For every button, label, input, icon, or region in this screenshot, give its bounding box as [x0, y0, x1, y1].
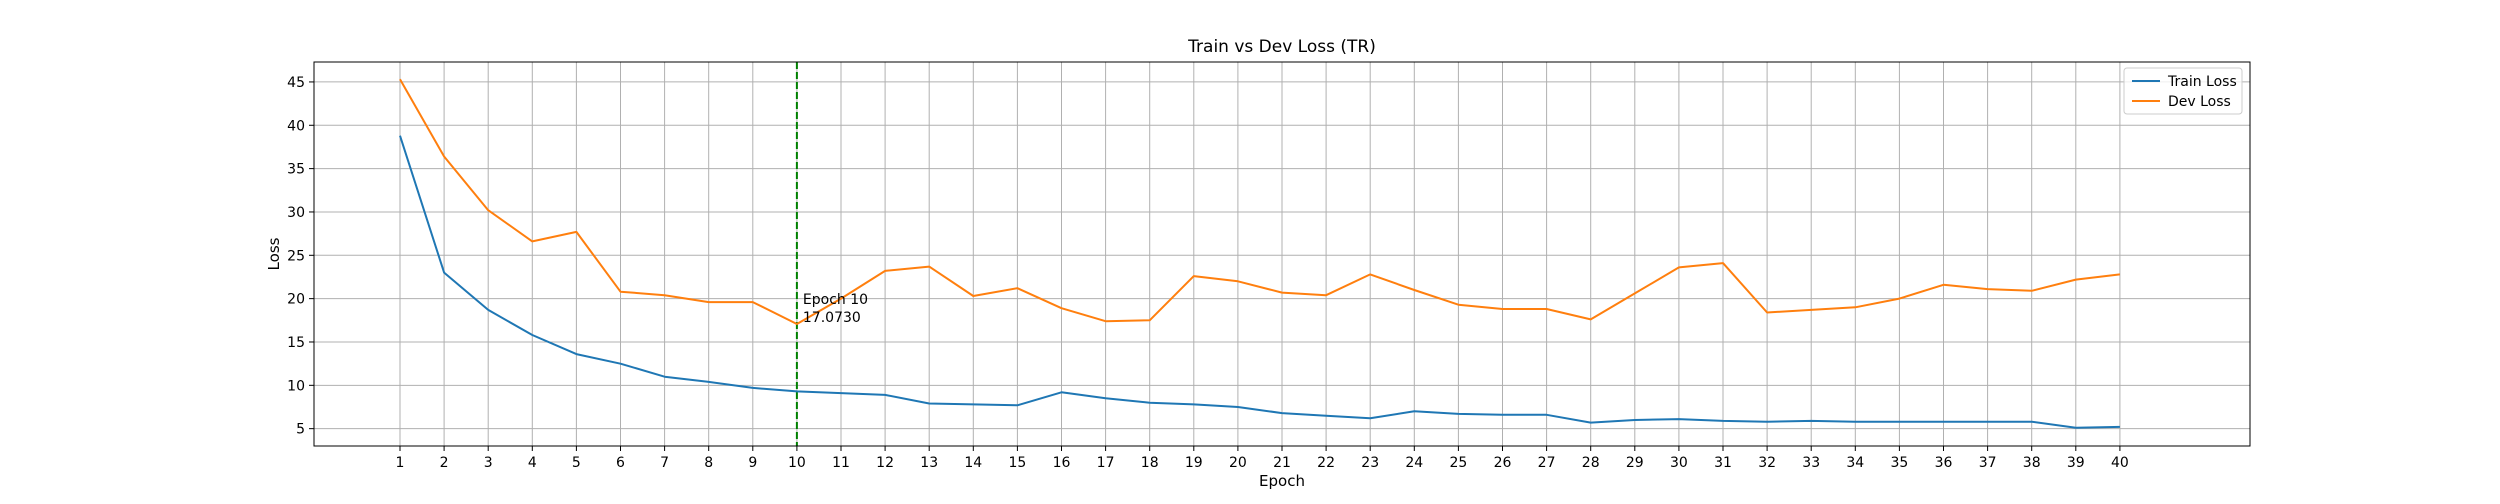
- x-tick-label: 3: [484, 455, 493, 471]
- x-tick-label: 7: [660, 455, 669, 471]
- x-tick-label: 40: [2111, 455, 2129, 471]
- y-tick-label: 35: [287, 162, 305, 178]
- x-tick-label: 31: [1714, 455, 1732, 471]
- x-tick-label: 1: [396, 455, 405, 471]
- y-tick-label: 30: [287, 205, 305, 221]
- series-line-train-loss: [399, 135, 2120, 429]
- x-tick-label: 24: [1405, 455, 1423, 471]
- y-axis-ticks: 5 10 15 20 25 30 35 40 45: [287, 75, 314, 438]
- x-tick-label: 8: [704, 455, 713, 471]
- chart-title: Train vs Dev Loss (TR): [1187, 37, 1376, 57]
- x-tick-label: 33: [1802, 455, 1820, 471]
- y-tick-label: 40: [287, 118, 305, 134]
- series-lines: [399, 78, 2121, 429]
- x-tick-label: 39: [2067, 455, 2085, 471]
- x-tick-label: 23: [1361, 455, 1379, 471]
- y-tick-label: 15: [287, 335, 305, 351]
- x-tick-label: 16: [1053, 455, 1071, 471]
- x-axis-ticks: 1 2 3 4 5 6 7 8 9 10 11 12 13 14 15 16 17 18 19 20 21 22 23 24 2…: [396, 446, 2129, 471]
- x-tick-label: 15: [1008, 455, 1026, 471]
- grid: [314, 62, 2250, 446]
- legend-label: Train Loss: [2167, 74, 2237, 90]
- x-tick-label: 25: [1449, 455, 1467, 471]
- legend-box: [2123, 67, 2243, 115]
- x-tick-label: 14: [964, 455, 982, 471]
- y-axis-label: Loss: [265, 237, 283, 270]
- x-axis-label: Epoch: [1259, 472, 1305, 490]
- x-tick-label: 2: [440, 455, 449, 471]
- x-tick-label: 34: [1846, 455, 1864, 471]
- x-tick-label: 35: [1890, 455, 1908, 471]
- y-tick-label: 5: [296, 422, 305, 438]
- x-tick-label: 12: [876, 455, 894, 471]
- y-tick-label: 10: [287, 378, 305, 394]
- x-tick-label: 32: [1758, 455, 1776, 471]
- x-tick-label: 29: [1626, 455, 1644, 471]
- series-line-dev-loss: [399, 78, 2121, 325]
- x-tick-label: 4: [528, 455, 537, 471]
- x-tick-label: 21: [1273, 455, 1291, 471]
- x-tick-label: 28: [1582, 455, 1600, 471]
- legend: Train Loss Dev Loss: [2123, 67, 2243, 115]
- x-tick-label: 13: [920, 455, 938, 471]
- annotation-epoch: Epoch 10: [803, 292, 868, 308]
- x-tick-label: 37: [1979, 455, 1997, 471]
- annotation-value: 17.0730: [803, 310, 861, 326]
- x-tick-label: 26: [1494, 455, 1512, 471]
- x-tick-label: 17: [1097, 455, 1115, 471]
- x-tick-label: 22: [1317, 455, 1335, 471]
- x-tick-label: 20: [1229, 455, 1247, 471]
- x-tick-label: 36: [1935, 455, 1953, 471]
- y-tick-label: 20: [287, 292, 305, 308]
- x-tick-label: 5: [572, 455, 581, 471]
- x-tick-label: 11: [832, 455, 850, 471]
- x-tick-label: 18: [1141, 455, 1159, 471]
- x-tick-label: 19: [1185, 455, 1203, 471]
- x-tick-label: 9: [748, 455, 757, 471]
- x-tick-label: 6: [616, 455, 625, 471]
- best-epoch-annotation: Epoch 10 17.0730: [803, 292, 868, 326]
- x-tick-label: 10: [788, 455, 806, 471]
- y-tick-label: 45: [287, 75, 305, 91]
- x-tick-label: 38: [2023, 455, 2041, 471]
- legend-label: Dev Loss: [2168, 94, 2231, 110]
- y-tick-label: 25: [287, 248, 305, 264]
- x-tick-label: 27: [1538, 455, 1556, 471]
- x-tick-label: 30: [1670, 455, 1688, 471]
